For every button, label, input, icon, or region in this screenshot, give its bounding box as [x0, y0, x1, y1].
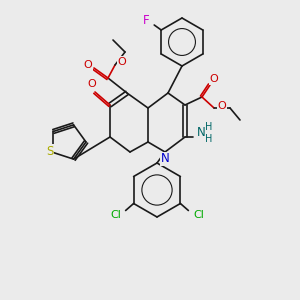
- Text: Cl: Cl: [110, 209, 121, 220]
- Text: Cl: Cl: [193, 209, 204, 220]
- Text: O: O: [210, 74, 218, 84]
- Text: O: O: [84, 60, 92, 70]
- Text: F: F: [143, 14, 149, 26]
- Text: O: O: [88, 79, 96, 89]
- Text: H: H: [205, 122, 213, 132]
- Text: O: O: [118, 57, 126, 67]
- Text: S: S: [46, 145, 53, 158]
- Text: H: H: [205, 134, 213, 144]
- Text: N: N: [196, 127, 206, 140]
- Text: O: O: [218, 101, 226, 111]
- Text: N: N: [160, 152, 169, 166]
